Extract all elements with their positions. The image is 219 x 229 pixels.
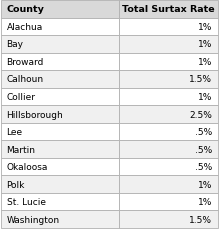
Text: Collier: Collier xyxy=(7,93,35,101)
Bar xyxy=(119,141,218,158)
Text: Alachua: Alachua xyxy=(7,23,43,32)
Text: 1%: 1% xyxy=(198,40,212,49)
Bar xyxy=(119,88,218,106)
Text: 1%: 1% xyxy=(198,93,212,101)
Text: Calhoun: Calhoun xyxy=(7,75,44,84)
Text: 1.5%: 1.5% xyxy=(189,215,212,224)
Bar xyxy=(119,106,218,123)
Bar xyxy=(1,1,119,19)
Text: 1%: 1% xyxy=(198,180,212,189)
Bar xyxy=(119,123,218,141)
Bar xyxy=(119,71,218,88)
Bar xyxy=(119,1,218,19)
Text: Bay: Bay xyxy=(7,40,24,49)
Bar xyxy=(119,158,218,176)
Text: 1.5%: 1.5% xyxy=(189,75,212,84)
Text: St. Lucie: St. Lucie xyxy=(7,197,46,206)
Text: 1%: 1% xyxy=(198,58,212,67)
Text: Martin: Martin xyxy=(7,145,35,154)
Bar xyxy=(119,176,218,193)
Text: Polk: Polk xyxy=(7,180,25,189)
Bar xyxy=(1,176,119,193)
Text: .5%: .5% xyxy=(195,128,212,136)
Text: .5%: .5% xyxy=(195,162,212,171)
Bar xyxy=(1,193,119,210)
Text: 1%: 1% xyxy=(198,197,212,206)
Bar xyxy=(1,71,119,88)
Bar xyxy=(1,141,119,158)
Text: Broward: Broward xyxy=(7,58,44,67)
Text: Total Surtax Rate: Total Surtax Rate xyxy=(122,5,215,14)
Bar xyxy=(1,210,119,228)
Bar xyxy=(119,193,218,210)
Text: .5%: .5% xyxy=(195,145,212,154)
Bar xyxy=(1,53,119,71)
Text: Hillsborough: Hillsborough xyxy=(7,110,63,119)
Text: Washington: Washington xyxy=(7,215,60,224)
Bar xyxy=(119,19,218,36)
Bar xyxy=(119,53,218,71)
Text: Lee: Lee xyxy=(7,128,23,136)
Text: 2.5%: 2.5% xyxy=(190,110,212,119)
Bar xyxy=(1,36,119,53)
Bar xyxy=(1,19,119,36)
Bar xyxy=(1,123,119,141)
Text: County: County xyxy=(7,5,44,14)
Bar xyxy=(119,36,218,53)
Bar xyxy=(1,106,119,123)
Bar xyxy=(1,88,119,106)
Bar xyxy=(119,210,218,228)
Text: Okaloosa: Okaloosa xyxy=(7,162,48,171)
Text: 1%: 1% xyxy=(198,23,212,32)
Bar xyxy=(1,158,119,176)
